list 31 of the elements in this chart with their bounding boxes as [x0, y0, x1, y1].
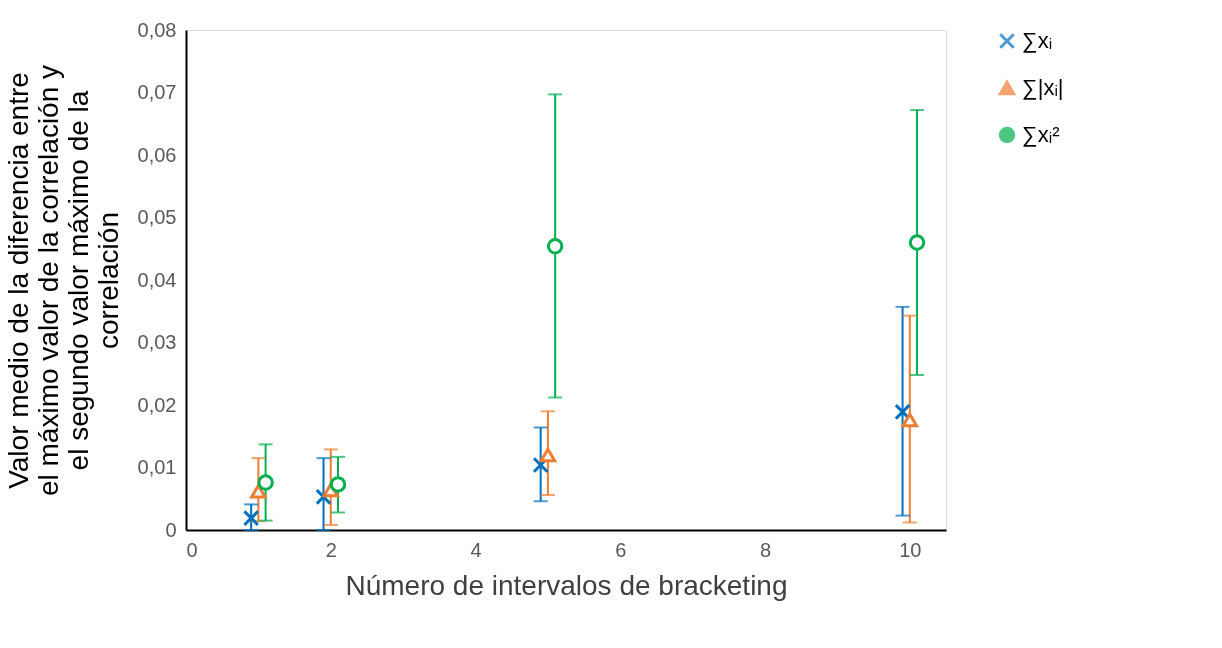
- x-axis-title: Número de intervalos de bracketing: [345, 569, 788, 601]
- point: [908, 234, 926, 251]
- y-tick-label: 0,06: [137, 143, 177, 166]
- point: [242, 509, 260, 527]
- x-tick-label: 6: [615, 538, 627, 561]
- point: [315, 488, 332, 506]
- point: [901, 412, 919, 428]
- x-tick-label: 8: [759, 538, 772, 561]
- y-axis-title: Valor medio de la diferencia entre el máximo valor de la correlación y el segundo valor máximo de la correlación: [2, 64, 124, 497]
- x-tick-label: 0: [186, 538, 198, 561]
- point: [250, 483, 267, 499]
- y-tick-label: 0: [165, 518, 177, 541]
- legend-label: ∑|xᵢ|: [1022, 75, 1064, 100]
- legend-label: ∑xᵢ: [1022, 28, 1053, 53]
- point: [532, 456, 549, 474]
- point: [329, 476, 347, 493]
- point: [257, 474, 274, 491]
- x-tick-label: 4: [470, 538, 482, 561]
- y-tick-label: 0,08: [137, 18, 177, 41]
- y-tick-label: 0,01: [137, 456, 177, 478]
- point: [894, 403, 911, 421]
- legend-label: ∑xᵢ²: [1022, 122, 1060, 147]
- y-tick-label: 0,02: [137, 393, 177, 416]
- point: [546, 238, 564, 255]
- x-tick-label: 10: [899, 538, 922, 561]
- y-tick-label: 0,03: [137, 331, 177, 353]
- point: [539, 447, 557, 463]
- y-tick-label: 0,07: [137, 81, 177, 103]
- y-tick-label: 0,04: [137, 268, 177, 291]
- x-tick-label: 2: [325, 538, 337, 561]
- y-tick-label: 0,05: [137, 206, 177, 228]
